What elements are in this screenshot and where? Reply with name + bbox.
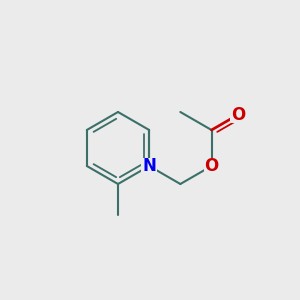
- Bar: [230, 107, 246, 123]
- Text: O: O: [204, 157, 219, 175]
- Text: N: N: [142, 157, 156, 175]
- Bar: [141, 158, 157, 174]
- Text: O: O: [231, 106, 245, 124]
- Bar: [203, 158, 220, 174]
